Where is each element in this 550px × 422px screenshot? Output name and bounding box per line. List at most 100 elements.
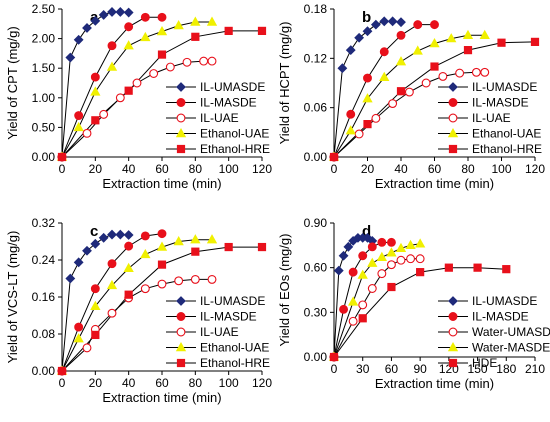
data-point xyxy=(367,257,378,267)
legend-marker xyxy=(448,327,458,337)
x-tick-label: 100 xyxy=(491,162,511,176)
data-point xyxy=(91,116,100,125)
data-point xyxy=(396,30,406,40)
legend-marker xyxy=(176,144,186,154)
data-point xyxy=(140,231,150,241)
x-tick-label: 40 xyxy=(122,376,136,390)
x-tick-label: 60 xyxy=(385,362,399,376)
data-point xyxy=(379,71,390,81)
legend-entry: IL-MASDE xyxy=(438,310,529,324)
legend-marker xyxy=(176,82,186,92)
legend-marker xyxy=(176,327,186,337)
series-line xyxy=(61,60,212,158)
panel-label: c xyxy=(90,223,98,240)
data-point xyxy=(416,268,425,277)
x-tick-label: 100 xyxy=(219,162,239,176)
data-point xyxy=(479,29,490,40)
data-point xyxy=(430,20,439,30)
data-point xyxy=(414,238,426,248)
legend-label: IL-UMASDE xyxy=(472,294,537,308)
data-point xyxy=(455,68,465,78)
legend-entry: Ethanol-HRE xyxy=(438,142,542,156)
data-point xyxy=(387,16,398,27)
data-point xyxy=(354,129,364,139)
data-point xyxy=(358,300,368,310)
x-tick-label: 30 xyxy=(356,362,370,376)
x-tick-label: 80 xyxy=(189,162,203,176)
data-point xyxy=(82,23,92,33)
series-line xyxy=(61,278,212,372)
data-point xyxy=(82,343,92,353)
data-point xyxy=(379,47,389,57)
legend-entry: IL-UMASDE xyxy=(166,294,265,308)
legend-label: IL-UMASDE xyxy=(472,80,537,94)
legend-marker xyxy=(448,358,458,368)
series-line xyxy=(61,21,212,158)
data-point xyxy=(132,78,142,88)
legend-entry: IL-MASDE xyxy=(438,96,529,110)
data-point xyxy=(106,61,118,71)
legend-entry: IL-UAE xyxy=(166,325,239,339)
data-point xyxy=(406,254,416,264)
data-point xyxy=(106,279,118,290)
x-tick-label: 0 xyxy=(59,162,66,176)
data-point xyxy=(348,316,358,326)
data-point xyxy=(421,78,431,88)
legend-entry: IL-UMASDE xyxy=(166,80,265,94)
data-point xyxy=(339,304,349,314)
y-axis-title: Yield of EOs (mg/g) xyxy=(277,234,292,347)
legend-entry: IL-MASDE xyxy=(166,310,257,324)
data-point xyxy=(387,282,396,292)
y-tick-label: 1.50 xyxy=(32,61,56,75)
data-point xyxy=(199,56,209,66)
legend-marker xyxy=(176,98,186,107)
data-point xyxy=(396,87,406,96)
data-point xyxy=(91,330,100,340)
data-point xyxy=(74,111,84,121)
data-point xyxy=(395,56,407,66)
legend-entry: Ethanol-UAE xyxy=(166,127,269,141)
y-tick-label: 0.06 xyxy=(304,101,328,115)
legend-label: Ethanol-UAE xyxy=(200,127,269,141)
legend-label: IL-UAE xyxy=(200,111,239,125)
data-point xyxy=(190,16,201,26)
data-point xyxy=(123,262,134,273)
series-line xyxy=(333,20,402,158)
series-line xyxy=(333,34,485,158)
y-tick-label: 0.00 xyxy=(304,350,328,364)
data-point xyxy=(90,238,101,249)
x-tick-label: 40 xyxy=(394,162,408,176)
legend-entry: IL-UMASDE xyxy=(438,294,537,308)
legend-label: Water-MASDE xyxy=(472,341,550,355)
data-point xyxy=(415,254,425,264)
x-tick-label: 0 xyxy=(331,162,338,176)
data-point xyxy=(413,20,423,30)
chart-panel-b: 0 20 40 60 80 100 120 0.00 0.06 0.12 0.18 Extractio… xyxy=(277,2,545,191)
x-axis-title: Extraction time (min) xyxy=(102,176,221,191)
data-point xyxy=(107,259,117,269)
data-point xyxy=(444,263,453,272)
legend-label: Water-UMASDE xyxy=(472,325,550,339)
data-point xyxy=(429,38,440,48)
data-point xyxy=(124,241,134,251)
data-point xyxy=(257,242,267,252)
data-point xyxy=(224,26,233,36)
series-line xyxy=(61,239,212,372)
data-point xyxy=(73,333,84,343)
data-point xyxy=(358,251,368,261)
legend-entry: Ethanol-HRE xyxy=(166,142,270,156)
data-point xyxy=(463,46,473,55)
data-point xyxy=(502,265,511,274)
data-point xyxy=(379,16,390,27)
legend-marker xyxy=(175,341,187,352)
data-point xyxy=(90,86,101,96)
legend-marker xyxy=(176,296,186,306)
data-point xyxy=(191,32,200,41)
legend-marker xyxy=(448,144,458,154)
legend-label: IL-MASDE xyxy=(200,96,257,110)
x-tick-label: 120 xyxy=(525,162,545,176)
data-point xyxy=(343,241,354,252)
data-point xyxy=(257,26,267,36)
data-point xyxy=(446,33,457,43)
legend-label: IL-UAE xyxy=(200,325,239,339)
